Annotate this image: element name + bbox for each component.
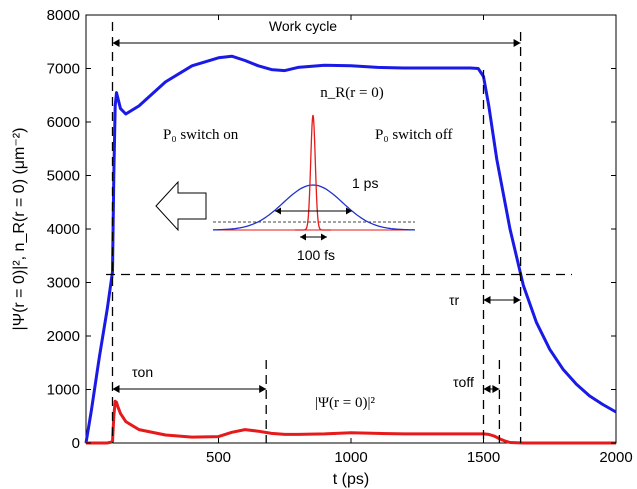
inset-narrow-pulse [295, 114, 331, 231]
tau-r-label: τr [449, 292, 460, 308]
y-tick-label: 1000 [47, 382, 80, 399]
x-tick-label: 1500 [467, 449, 500, 466]
inset-100fs-label: 100 fs [297, 247, 335, 263]
p0-off-label: P₀ switch off [375, 127, 452, 143]
work-cycle-arrow [112, 39, 521, 47]
inset-wide-pulse [213, 184, 416, 231]
y-axis-label: |Ψ(r = 0)|², n_R(r = 0) (μm⁻²) [11, 128, 28, 331]
inset-1ps-arrow [275, 207, 352, 215]
y-tick-label: 2000 [47, 328, 80, 345]
tau-on-label: τon [132, 364, 153, 380]
y-tick-label: 5000 [47, 168, 80, 185]
y-tick-label: 4000 [47, 221, 80, 238]
work-cycle-label: Work cycle [269, 18, 337, 34]
x-tick-label: 2000 [599, 449, 632, 466]
series-line-psi [86, 399, 616, 445]
tau-off-label: τoff [453, 374, 474, 390]
y-tick-label: 8000 [47, 7, 80, 24]
tau-r-arrow [483, 296, 521, 304]
p0-on-label: P₀ switch on [163, 127, 239, 143]
inset-1ps-label: 1 ps [352, 175, 378, 191]
nr-label: n_R(r = 0) [320, 85, 383, 101]
x-tick-label: 1000 [334, 449, 367, 466]
tau-on-arrow [112, 385, 267, 393]
y-tick-label: 3000 [47, 275, 80, 292]
series-line-nr [84, 54, 617, 444]
y-tick-label: 0 [72, 435, 80, 452]
inset-100fs-arrow [300, 233, 327, 241]
x-tick-label: 500 [206, 449, 231, 466]
x-axis-label: t (ps) [333, 471, 369, 488]
plot-area [85, 14, 617, 444]
y-tick-label: 6000 [47, 114, 80, 131]
tau-off-arrow [483, 385, 500, 393]
inset-pulses: 1 ps 100 fs [213, 114, 416, 263]
psi-label: |Ψ(r = 0)|² [315, 395, 376, 411]
y-tick-label: 7000 [47, 61, 80, 78]
left-arrow-icon [155, 180, 207, 232]
